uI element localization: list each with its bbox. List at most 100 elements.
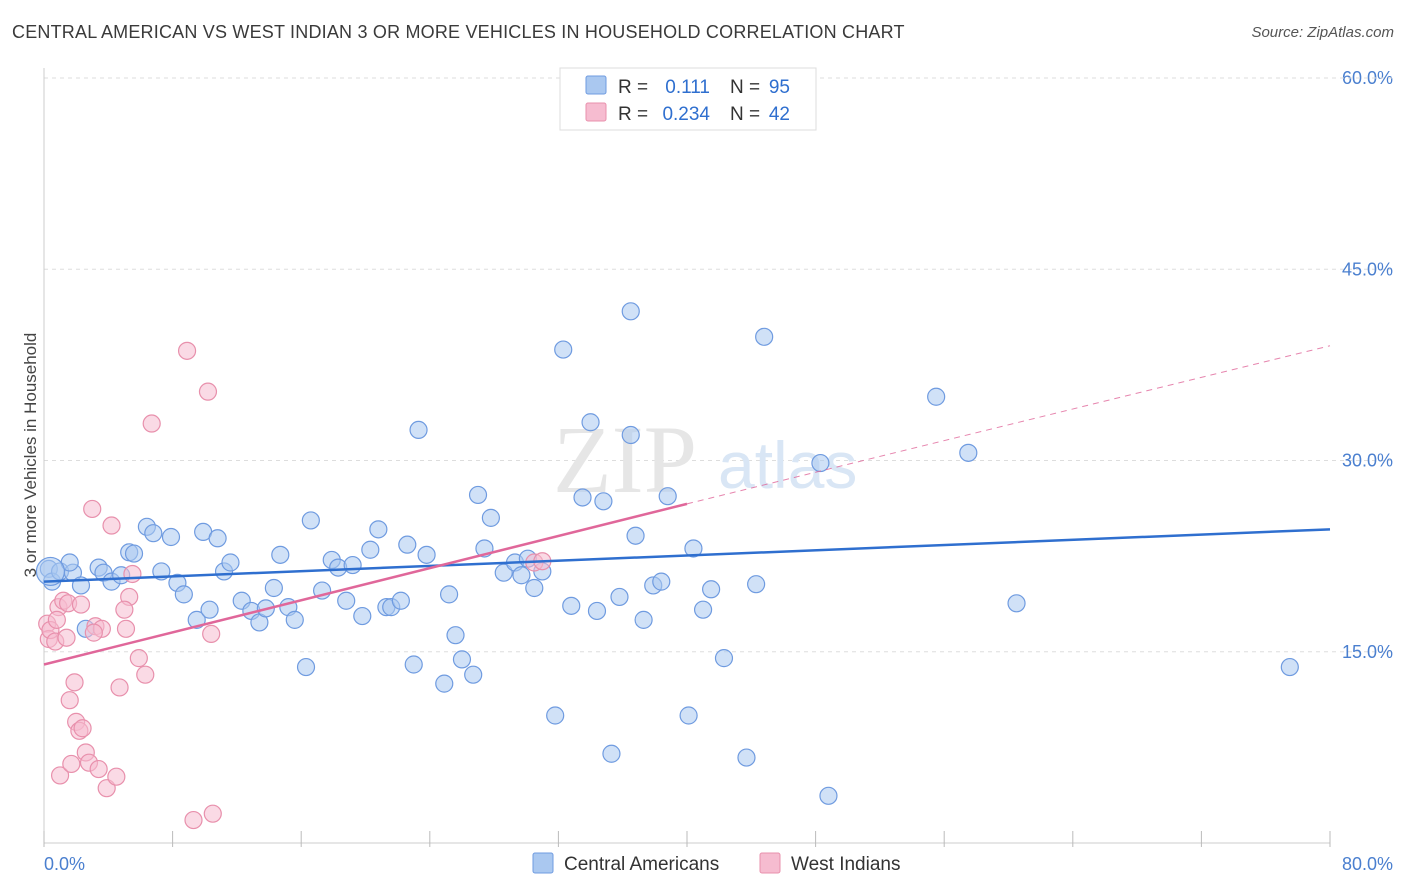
west-indian-point <box>202 624 221 644</box>
central-american-point <box>594 492 613 511</box>
central-american-point <box>161 527 181 547</box>
west-indian-point <box>84 623 103 642</box>
west-indians-trend-extension <box>686 345 1331 505</box>
y-tick-label: 45.0% <box>1342 259 1393 279</box>
central-american-point <box>409 420 428 439</box>
central-american-cluster-point <box>35 556 66 587</box>
central-american-point <box>208 529 227 548</box>
central-american-point <box>621 425 640 445</box>
central-american-point <box>221 553 240 572</box>
central-american-point <box>417 545 436 564</box>
y-tick-label: 30.0% <box>1342 451 1393 471</box>
central-american-point <box>755 327 774 346</box>
west-indian-point <box>203 804 222 823</box>
central-american-point <box>573 488 592 507</box>
central-american-point <box>927 387 946 406</box>
legend-n-value: 95 <box>769 77 790 98</box>
central-american-point <box>439 585 459 604</box>
west-indian-point <box>62 754 81 774</box>
legend-r-label: R = <box>618 77 648 98</box>
west-indian-point <box>107 767 126 786</box>
west-indians-trend-line <box>43 502 688 666</box>
central-american-point <box>124 544 144 563</box>
central-american-point <box>446 626 465 645</box>
central-american-point <box>811 453 830 473</box>
west-indian-point <box>60 691 79 710</box>
west-indian-point <box>177 341 197 360</box>
central-american-point <box>587 601 607 621</box>
chart-title: CENTRAL AMERICAN VS WEST INDIAN 3 OR MOR… <box>12 22 905 42</box>
west-indian-point <box>123 564 142 584</box>
central-american-point <box>621 302 640 321</box>
central-american-point <box>1007 594 1026 613</box>
central-american-point <box>144 524 163 543</box>
axes: 0.0% 80.0% <box>43 68 1393 874</box>
west-indian-point <box>71 595 91 614</box>
west-indian-point <box>47 610 66 629</box>
central-americans-trend-line <box>43 528 1331 583</box>
central-american-point <box>343 555 362 575</box>
central-american-point <box>819 786 838 805</box>
central-american-point <box>452 650 472 669</box>
legend-r-label: R = <box>618 104 648 125</box>
west-indian-point <box>142 414 161 433</box>
central-american-point <box>200 600 219 619</box>
y-tick-label: 15.0% <box>1342 642 1393 662</box>
central-american-point <box>512 566 531 585</box>
west-indian-point <box>116 619 136 638</box>
x-tick-label: 80.0% <box>1342 854 1393 874</box>
west-indian-point <box>115 600 134 619</box>
west-indian-point <box>198 382 218 401</box>
central-american-point <box>435 674 454 693</box>
bottom-legend-label: West Indians <box>791 854 900 875</box>
legend-swatch-west-indians <box>585 102 607 122</box>
bottom-legend-swatch-west-indians <box>759 852 781 874</box>
series-central-americans <box>35 96 1299 805</box>
west-indian-point <box>184 810 203 830</box>
central-american-point <box>468 485 488 505</box>
trend-lines <box>43 345 1331 666</box>
source-note: Source: ZipAtlas.com <box>1251 24 1394 41</box>
central-american-point <box>369 520 388 539</box>
legend-n-value: 42 <box>769 104 790 125</box>
x-tick-label: 0.0% <box>44 854 85 874</box>
west-indian-point <box>65 673 84 692</box>
west-indian-point <box>136 665 155 684</box>
central-american-point <box>481 508 500 527</box>
bottom-legend-label: Central Americans <box>564 854 719 875</box>
central-american-point <box>174 585 193 604</box>
central-american-point <box>404 655 423 674</box>
bottom-legend: Central Americans West Indians <box>532 852 900 875</box>
central-american-point <box>353 606 372 626</box>
west-indian-point <box>110 678 129 697</box>
central-american-point <box>693 600 713 619</box>
central-american-point <box>679 706 698 725</box>
central-american-point <box>1280 657 1299 677</box>
central-american-point <box>610 587 629 607</box>
central-american-point <box>271 545 290 564</box>
central-american-point <box>301 511 320 530</box>
central-american-point <box>361 540 380 559</box>
legend-n-label: N = <box>730 77 760 98</box>
central-american-point <box>285 610 304 629</box>
west-indian-point <box>83 499 102 519</box>
central-american-point <box>494 563 513 582</box>
legend-r-value: 0.234 <box>662 104 710 125</box>
legend-swatch-central-americans <box>585 75 607 95</box>
west-indian-point <box>57 628 76 647</box>
central-american-point <box>525 578 544 598</box>
central-american-point <box>702 580 721 599</box>
legend-n-label: N = <box>730 104 760 125</box>
central-american-point <box>264 578 283 598</box>
central-american-point <box>626 526 645 545</box>
central-american-point <box>391 591 410 610</box>
central-american-point <box>658 487 677 506</box>
y-axis-label: 3 or more Vehicles in Household <box>21 333 40 578</box>
west-indian-point <box>89 759 108 779</box>
central-american-point <box>634 610 653 629</box>
central-american-point <box>296 657 316 677</box>
watermark-atlas-text: atlas <box>718 428 857 502</box>
central-american-point <box>554 340 573 359</box>
legend-box: R = 0.111 N = 95 R = 0.234 N = 42 <box>559 67 817 131</box>
